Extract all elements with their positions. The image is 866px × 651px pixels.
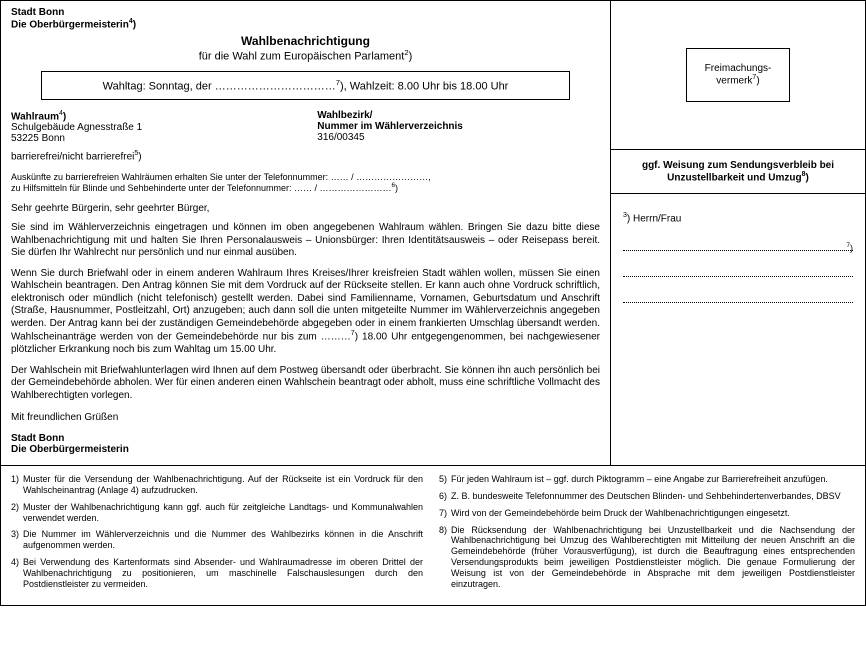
footnote-3: 3)Die Nummer im Wählerverzeichnis und di…: [11, 529, 423, 551]
polling-info: Wahlraum4) Schulgebäude Agnesstraße 1 53…: [11, 110, 600, 163]
notification-title: Wahlbenachrichtigung: [11, 34, 600, 48]
aux2: zu Hilfsmitteln für Blinde und Sehbehind…: [11, 183, 392, 193]
footnotes-col-left: 1)Muster für die Versendung der Wahlbena…: [11, 474, 433, 595]
footnote-4: 4)Bei Verwendung des Kartenformats sind …: [11, 557, 423, 589]
paren: ): [806, 172, 809, 183]
paragraph-3: Der Wahlschein mit Briefwahlunterlagen w…: [11, 365, 600, 403]
paren: ): [395, 183, 398, 193]
aux1: Auskünfte zu barrierefreien Wahlräumen e…: [11, 172, 431, 182]
weisung-b: Unzustellbarkeit und Umzug: [667, 172, 801, 183]
fn-text: Wird von der Gemeindebehörde beim Druck …: [451, 508, 855, 519]
instruction-box: ggf. Weisung zum Sendungsverbleib bei Un…: [611, 149, 865, 194]
footnotes-col-right: 5)Für jeden Wahlraum ist – ggf. durch Pi…: [433, 474, 855, 595]
wahlraum-line2: 53225 Bonn: [11, 133, 65, 144]
address-box: 3) Herrn/Frau 7): [611, 194, 865, 465]
footnote-6: 6)Z. B. bundesweite Telefonnummer des De…: [439, 491, 855, 502]
title-block: Wahlbenachrichtigung für die Wahl zum Eu…: [11, 34, 600, 63]
paren: ): [756, 76, 759, 87]
notification-subtitle: für die Wahl zum Europäischen Parlament2…: [11, 48, 600, 63]
closing: Mit freundlichen Grüßen: [11, 412, 600, 423]
sign-mayor: Die Oberbürgermeisterin: [11, 444, 129, 455]
wahlraum-label: Wahlraum: [11, 111, 59, 122]
right-column: Freimachungs- vermerk7) ggf. Weisung zum…: [611, 1, 865, 465]
greeting: Sehr geehrte Bürgerin, sehr geehrter Bür…: [11, 203, 600, 214]
addr-line-1: 7): [623, 239, 853, 251]
addr-line-3: [623, 291, 853, 303]
fn-text: Bei Verwendung des Kartenformats sind Ab…: [23, 557, 423, 589]
footnote-2: 2)Muster der Wahlbenachrichtigung kann g…: [11, 502, 423, 524]
paragraph-1: Sie sind im Wählerverzeichnis eingetrage…: [11, 222, 600, 260]
wahltag-b: ), Wahlzeit: 8.00 Uhr bis 18.00 Uhr: [340, 81, 508, 93]
fn-num: 1): [11, 474, 23, 496]
left-column: Stadt Bonn Die Oberbürgermeisterin4) Wah…: [1, 1, 611, 465]
top-row: Stadt Bonn Die Oberbürgermeisterin4) Wah…: [1, 1, 865, 465]
footnote-1: 1)Muster für die Versendung der Wahlbena…: [11, 474, 423, 496]
fn-text: Muster für die Versendung der Wahlbenach…: [23, 474, 423, 496]
footnote-5: 5)Für jeden Wahlraum ist – ggf. durch Pi…: [439, 474, 855, 485]
addr-line1-sup: 7: [846, 242, 850, 249]
sign-city: Stadt Bonn: [11, 433, 64, 444]
paren: ): [63, 111, 66, 122]
wahlbezirk-number: 316/00345: [317, 132, 364, 143]
fn-num: 3): [11, 529, 23, 551]
sender-city: Stadt Bonn: [11, 7, 64, 18]
wahlraum-line1: Schulgebäude Agnesstraße 1: [11, 122, 142, 133]
footnote-7: 7)Wird von der Gemeindebehörde beim Druc…: [439, 508, 855, 519]
document-page: Stadt Bonn Die Oberbürgermeisterin4) Wah…: [0, 0, 866, 606]
freimach-a: Freimachungs-: [705, 63, 772, 74]
fn-num: 4): [11, 557, 23, 589]
fn-num: 5): [439, 474, 451, 485]
postage-area: Freimachungs- vermerk7): [611, 1, 865, 149]
fn-text: Muster der Wahlbenachrichtigung kann ggf…: [23, 502, 423, 524]
footnote-8: 8)Die Rücksendung der Wahlbenachrichtigu…: [439, 525, 855, 590]
paren: ): [138, 151, 141, 162]
fn-text: Die Rücksendung der Wahlbenachrichtigung…: [451, 525, 855, 590]
barrierefrei: barrierefrei/nicht barrierefrei5): [11, 150, 317, 162]
fn-text: Die Nummer im Wählerverzeichnis und die …: [23, 529, 423, 551]
dotted-line: [623, 239, 853, 251]
barrierefrei-text: barrierefrei/nicht barrierefrei: [11, 151, 134, 162]
addr-label-line: 3) Herrn/Frau: [623, 212, 853, 224]
aux-info: Auskünfte zu barrierefreien Wahlräumen e…: [11, 172, 600, 193]
wahltag-a: Wahltag: Sonntag, der ……………………………: [103, 81, 336, 93]
fn-text: Z. B. bundesweite Telefonnummer des Deut…: [451, 491, 855, 502]
addr-label: Herrn/Frau: [630, 214, 681, 225]
weisung-a: ggf. Weisung zum Sendungsverbleib bei: [642, 160, 834, 171]
addr-line1-sup-wrap: 7): [846, 242, 853, 253]
paragraph-2: Wenn Sie durch Briefwahl oder in einem a…: [11, 268, 600, 357]
paren: ): [409, 51, 413, 63]
wahlbezirk-label2: Nummer im Wählerverzeichnis: [317, 121, 463, 132]
freimach-b: vermerk: [716, 76, 752, 87]
fn-num: 2): [11, 502, 23, 524]
wahlraum-block: Wahlraum4) Schulgebäude Agnesstraße 1 53…: [11, 110, 317, 163]
sender-mayor: Die Oberbürgermeisterin: [11, 19, 129, 30]
addr-line-2: [623, 265, 853, 277]
sender-block: Stadt Bonn Die Oberbürgermeisterin4): [11, 7, 600, 30]
footnotes: 1)Muster für die Versendung der Wahlbena…: [1, 465, 865, 605]
wahlbezirk-block: Wahlbezirk/ Nummer im Wählerverzeichnis …: [317, 110, 600, 163]
subtitle-prefix: für die Wahl zum Europäischen Parlament: [199, 51, 405, 63]
fn-text: Für jeden Wahlraum ist – ggf. durch Pikt…: [451, 474, 855, 485]
election-day-box: Wahltag: Sonntag, der ……………………………7), Wah…: [41, 71, 570, 100]
fn-num: 6): [439, 491, 451, 502]
postage-box: Freimachungs- vermerk7): [686, 48, 791, 101]
fn-num: 7): [439, 508, 451, 519]
signature: Stadt Bonn Die Oberbürgermeisterin: [11, 433, 600, 455]
fn-num: 8): [439, 525, 451, 590]
wahlbezirk-label1: Wahlbezirk/: [317, 110, 372, 121]
paren: ): [133, 19, 136, 30]
